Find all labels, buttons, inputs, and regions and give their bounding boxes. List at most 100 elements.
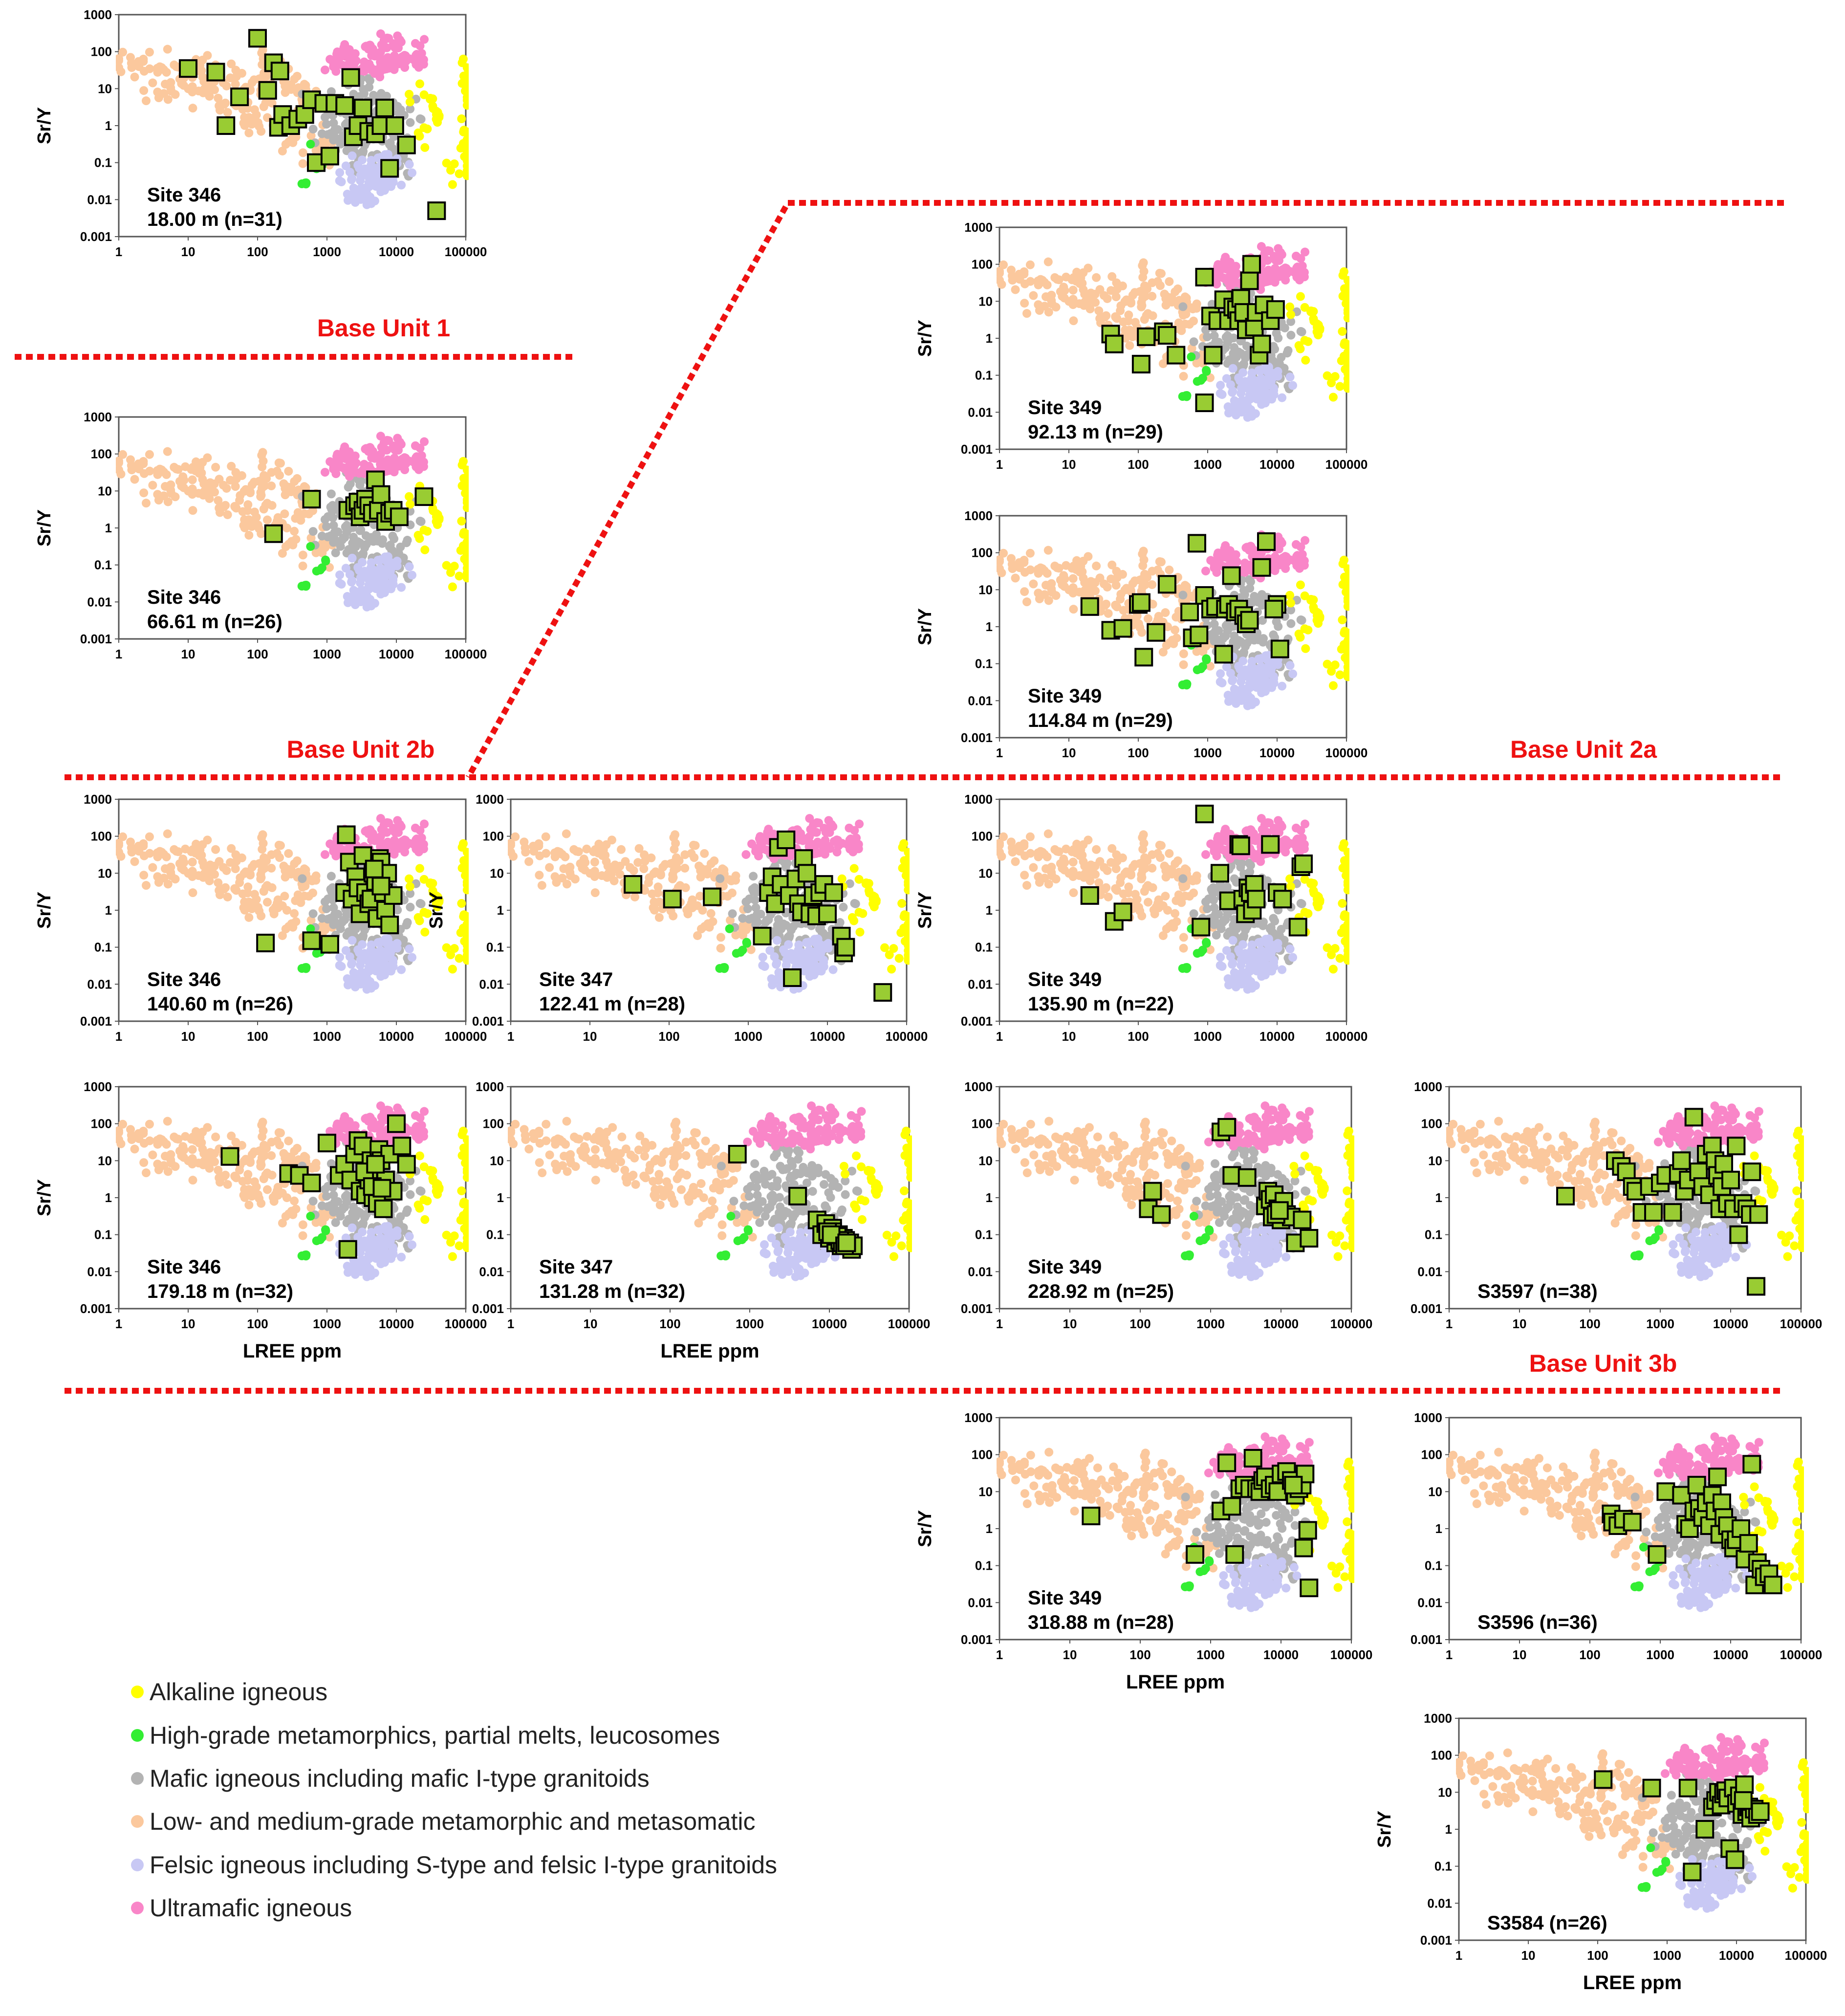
reference-point [1315, 897, 1324, 906]
reference-point [1293, 834, 1302, 844]
reference-point [819, 840, 828, 849]
reference-point [1015, 841, 1024, 851]
sample-series [624, 830, 892, 1002]
reference-point [405, 874, 414, 883]
reference-point [1091, 298, 1100, 307]
sample-point [1270, 639, 1289, 658]
reference-point [388, 55, 397, 65]
reference-point [562, 829, 571, 838]
reference-point [1020, 851, 1029, 860]
reference-point [1075, 871, 1084, 880]
reference-point [365, 182, 374, 191]
x-tick-label: 10 [583, 1029, 597, 1044]
reference-point [716, 874, 725, 883]
reference-point [382, 828, 391, 837]
reference-point [415, 41, 425, 50]
reference-point [292, 71, 302, 81]
reference-point [1025, 260, 1035, 269]
reference-point [1155, 840, 1164, 850]
y-tick-label: 0.001 [80, 1014, 112, 1029]
reference-point [535, 871, 544, 880]
reference-point [1210, 619, 1219, 629]
reference-point [405, 492, 414, 501]
reference-point [1141, 580, 1150, 589]
reference-point [347, 151, 357, 160]
x-tick-label: 100000 [1325, 457, 1368, 472]
reference-point [284, 849, 293, 858]
reference-point [188, 506, 197, 515]
reference-point [673, 863, 682, 873]
reference-point [461, 489, 469, 498]
reference-point [154, 878, 163, 887]
reference-point [267, 863, 276, 873]
reference-point [828, 965, 838, 974]
reference-point [1301, 644, 1310, 653]
reference-point [829, 837, 839, 846]
x-tick-label: 1000 [313, 647, 341, 661]
reference-point [1051, 303, 1061, 312]
reference-point [171, 90, 180, 99]
sample-series [1101, 255, 1285, 413]
reference-point [1060, 582, 1069, 591]
reference-point [298, 148, 307, 157]
reference-point [1295, 564, 1304, 573]
reference-point [134, 459, 143, 468]
reference-point [1084, 835, 1093, 845]
reference-point [393, 816, 402, 825]
reference-point [460, 554, 469, 564]
reference-point [824, 816, 833, 825]
reference-point [997, 568, 1006, 577]
y-tick-label: 0.01 [479, 977, 504, 991]
reference-point [1086, 860, 1096, 870]
reference-point [457, 843, 467, 852]
reference-point [386, 138, 395, 148]
reference-point [809, 970, 819, 980]
reference-point [116, 840, 123, 850]
reference-point [1237, 961, 1246, 970]
sample-point [1134, 648, 1153, 667]
reference-point [420, 437, 429, 446]
reference-point [227, 461, 236, 471]
sample-point [206, 63, 225, 82]
sample-point [1240, 271, 1259, 290]
reference-point [141, 96, 151, 106]
reference-point [388, 177, 397, 186]
reference-point [848, 847, 858, 856]
reference-point [800, 834, 809, 843]
sample-point [873, 983, 892, 1002]
reference-point [1139, 267, 1149, 276]
reference-point [1225, 282, 1235, 291]
reference-point [450, 159, 459, 169]
reference-point [1011, 857, 1020, 866]
reference-point [335, 168, 345, 177]
reference-point [1309, 307, 1318, 316]
reference-point [408, 570, 417, 580]
reference-point [388, 962, 397, 971]
reference-point [1076, 845, 1085, 855]
reference-point [1301, 536, 1310, 545]
reference-point [845, 879, 854, 888]
x-tick-label: 1 [996, 1029, 1003, 1044]
reference-point [292, 856, 302, 865]
reference-point [1210, 563, 1219, 572]
reference-point [529, 841, 538, 851]
reference-point [772, 960, 781, 969]
reference-point [1173, 284, 1182, 293]
reference-point [1015, 558, 1024, 567]
reference-point [382, 445, 391, 455]
reference-point [1247, 945, 1256, 955]
reference-point [405, 882, 414, 891]
reference-point [617, 845, 626, 854]
reference-point [1250, 592, 1259, 601]
reference-point [666, 859, 675, 868]
sample-point [1266, 300, 1285, 319]
reference-point [1075, 588, 1084, 597]
x-tick-label: 10 [1062, 1029, 1076, 1044]
reference-point [1223, 974, 1233, 984]
reference-point [880, 943, 890, 952]
reference-point [154, 93, 163, 103]
reference-point [887, 964, 896, 974]
reference-point [541, 832, 550, 841]
reference-point [291, 896, 300, 905]
